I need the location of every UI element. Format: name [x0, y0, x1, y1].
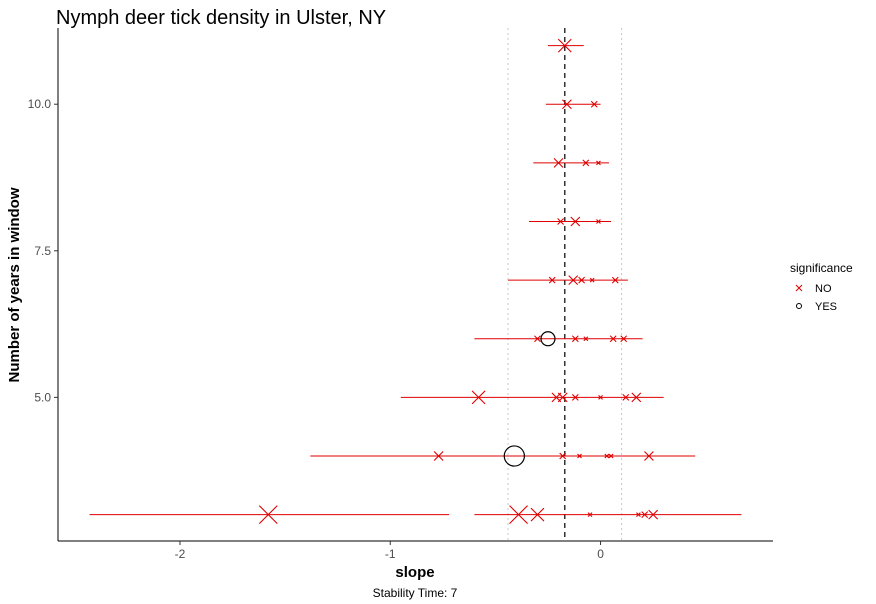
- plot-area: -2 -1 0 5.0 7.5 10.0: [28, 28, 773, 561]
- non-significant-point: [611, 276, 619, 284]
- non-significant-point: [583, 336, 589, 342]
- non-significant-point: [620, 335, 628, 343]
- chart-title: Nymph deer tick density in Ulster, NY: [56, 7, 386, 29]
- non-significant-point: [641, 511, 649, 519]
- non-significant-point: [433, 451, 444, 461]
- x-tick-label: 0: [597, 547, 604, 561]
- x-axis-title: slope: [395, 564, 434, 581]
- non-significant-point: [568, 275, 579, 285]
- significant-point: [540, 331, 556, 347]
- non-significant-point: [571, 335, 579, 343]
- non-significant-point: [589, 277, 595, 283]
- non-significant-point: [648, 509, 659, 520]
- legend-key-no: [795, 284, 803, 292]
- non-significant-point: [622, 393, 630, 401]
- non-significant-point: [582, 159, 590, 167]
- non-significant-point: [636, 512, 641, 518]
- non-significant-point: [509, 505, 528, 525]
- non-significant-point: [258, 505, 278, 525]
- non-significant-point: [609, 335, 617, 343]
- non-significant-point: [604, 453, 610, 459]
- non-significant-point: [596, 219, 601, 224]
- y-tick-label: 5.0: [34, 390, 51, 404]
- significant-point: [503, 445, 526, 467]
- non-significant-point: [590, 100, 598, 108]
- non-significant-point: [587, 512, 593, 518]
- non-significant-point: [548, 276, 556, 284]
- legend-label: YES: [815, 301, 837, 313]
- non-significant-point: [571, 393, 579, 401]
- non-significant-point: [570, 216, 581, 227]
- non-significant-point: [559, 452, 567, 460]
- legend-label: NO: [815, 283, 832, 295]
- non-significant-point: [562, 99, 572, 110]
- non-significant-point: [596, 160, 601, 166]
- non-significant-point: [553, 157, 564, 168]
- legend-title: significance: [790, 261, 853, 275]
- legend-items: NO YES: [795, 283, 837, 313]
- x-tick-label: -1: [385, 547, 396, 561]
- non-significant-point: [557, 218, 564, 225]
- legend: significance NO YES: [790, 261, 853, 313]
- non-significant-point: [631, 392, 642, 403]
- non-significant-point: [557, 38, 572, 53]
- non-significant-point: [578, 276, 586, 284]
- chart-caption: Stability Time: 7: [373, 586, 458, 600]
- legend-key-yes: [796, 303, 802, 309]
- non-significant-point: [608, 453, 614, 459]
- y-tick-label: 7.5: [34, 244, 51, 258]
- non-significant-point: [530, 507, 545, 522]
- y-tick-label: 10.0: [28, 97, 52, 111]
- non-significant-point: [644, 451, 654, 461]
- x-tick-label: -2: [175, 547, 186, 561]
- non-significant-point: [577, 453, 582, 459]
- non-significant-point: [557, 392, 568, 403]
- y-axis-title: Number of years in window: [6, 187, 23, 382]
- non-significant-point: [534, 335, 541, 343]
- non-significant-point: [598, 394, 603, 400]
- non-significant-point: [471, 390, 486, 405]
